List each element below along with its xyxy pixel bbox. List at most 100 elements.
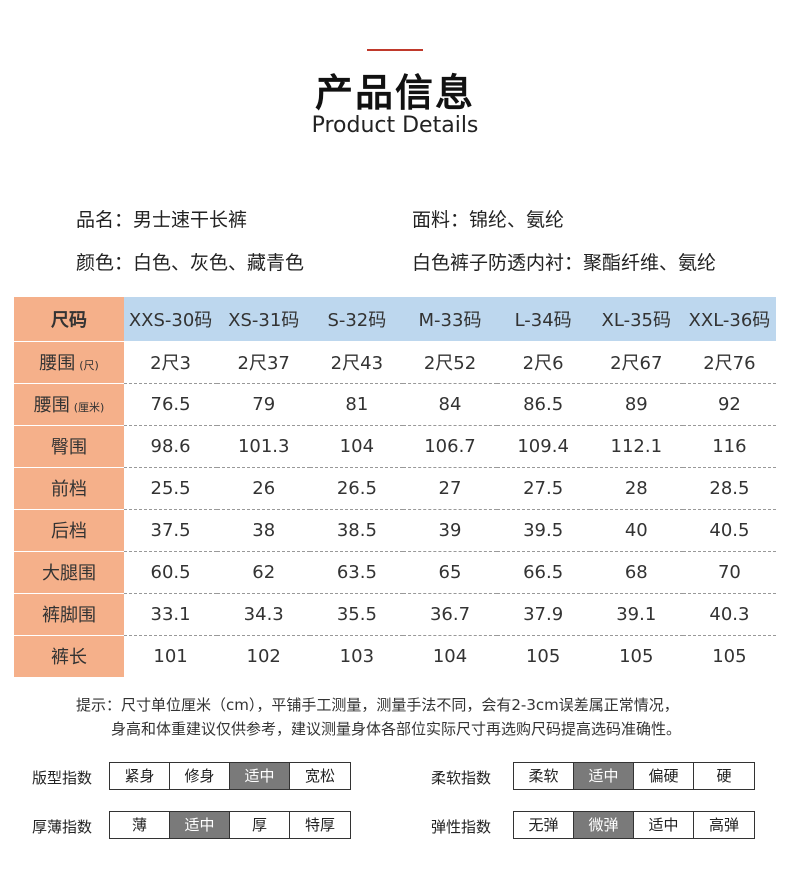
measurement-label: 大腿围 <box>42 563 96 584</box>
measurement-label: 腰围 <box>39 353 76 374</box>
measurement-value-cell: 62 <box>217 551 311 594</box>
measurement-unit: (尺) <box>79 359 99 372</box>
fit-index-label: 版型指数 <box>32 769 93 787</box>
measurement-value-cell: 39.1 <box>589 593 683 636</box>
measurement-value-cell: 101.3 <box>217 425 311 468</box>
measurement-value-cell: 105 <box>712 645 747 667</box>
measurement-label-cell: 大腿围 <box>14 551 124 594</box>
measurement-value-cell: 106.7 <box>403 425 497 468</box>
elasticity-option: 无弹 <box>514 812 574 838</box>
fit-option: 紧身 <box>110 763 170 789</box>
fit-index-group: 紧身 修身 适中 宽松 <box>109 762 351 790</box>
measurement-value-cell: 65 <box>403 551 497 594</box>
measurement-value-cell: 101 <box>153 645 188 667</box>
measurement-value-cell: 92 <box>682 383 776 426</box>
measurement-value-cell: 109.4 <box>496 425 590 468</box>
measurement-label-cell: 腰围 (尺) <box>14 341 124 384</box>
measurement-value-cell: 38.5 <box>310 509 404 552</box>
softness-index-label: 柔软指数 <box>431 769 492 787</box>
measurement-value-cell: 103 <box>339 645 375 667</box>
measurement-value-cell: 2尺6 <box>496 341 590 384</box>
measurement-label: 腰围 <box>33 395 70 416</box>
size-table: 尺码 XXS-30码 XS-31码 S-32码 M-33码 L-34码 XL-35码 XXL-… <box>14 297 776 677</box>
measurement-value-cell: 2尺3 <box>124 341 218 384</box>
softness-option: 柔软 <box>514 763 574 789</box>
page-title: 产品信息 <box>314 71 475 115</box>
measurement-value-cell: 104 <box>310 425 404 468</box>
size-table-row: 腰围 (尺) 2尺3 2尺37 2尺43 2尺52 2尺6 2尺67 2尺76 <box>14 341 776 384</box>
measurement-label: 臀围 <box>51 437 87 458</box>
measurement-value-cell: 105 <box>525 645 561 667</box>
tip-line-1: 提示：尺寸单位厘米（cm），平铺手工测量，测量手法不同，会有2-3cm误差属正常… <box>76 696 679 714</box>
measurement-label: 后档 <box>51 521 87 542</box>
measurement-value-cell: 34.3 <box>217 593 311 636</box>
measurement-value-cell: 26 <box>217 467 311 510</box>
elasticity-option: 适中 <box>634 812 694 838</box>
measurement-label-cell: 前档 <box>14 467 124 510</box>
elasticity-option: 高弹 <box>694 812 754 838</box>
measurement-value-cell: 25.5 <box>124 467 218 510</box>
softness-option: 硬 <box>694 763 754 789</box>
size-header-cell: M-33码 <box>403 297 497 341</box>
measurement-value-cell: 68 <box>589 551 683 594</box>
measurement-label-cell: 腰围 (厘米) <box>14 383 124 426</box>
measurement-value-cell: 105 <box>619 645 654 667</box>
measurement-unit: (厘米) <box>73 401 105 414</box>
measurement-value-cell: 39.5 <box>496 509 590 552</box>
thickness-option: 适中 <box>170 812 230 838</box>
measurement-value-cell: 84 <box>403 383 497 426</box>
softness-index-group: 柔软 适中 偏硬硬 <box>513 762 755 790</box>
elasticity-index-label: 弹性指数 <box>431 818 492 836</box>
thickness-index-group: 薄适中厚特厚 <box>109 811 351 839</box>
size-table-row: 腰围 (厘米) 76.5 79 81 84 86.5 89 92 <box>14 383 776 426</box>
measurement-label-cell: 后档 <box>14 509 124 552</box>
thickness-index-label: 厚薄指数 <box>32 818 93 836</box>
measurement-value-cell: 40.5 <box>682 509 776 552</box>
fit-option: 修身 <box>170 763 230 789</box>
measurement-value-cell: 37.5 <box>124 509 218 552</box>
product-colors: 颜色：白色、灰色、藏青色 <box>76 252 305 274</box>
title-accent-line <box>367 49 423 51</box>
measurement-value-cell: 35.5 <box>310 593 404 636</box>
measurement-value-cell: 36.7 <box>403 593 497 636</box>
measurement-value-cell: 40.3 <box>682 593 776 636</box>
measurement-label-cell: 裤长 <box>14 635 124 677</box>
measurement-value-cell: 33.1 <box>124 593 218 636</box>
size-header-cell: XXL-36码 <box>682 297 776 341</box>
measurement-value-cell: 40 <box>589 509 683 552</box>
measurement-value-cell: 98.6 <box>124 425 218 468</box>
measurement-value-cell: 63.5 <box>310 551 404 594</box>
measurement-value-cell: 37.9 <box>496 593 590 636</box>
size-header-cell: S-32码 <box>310 297 404 341</box>
measurement-value-cell: 28 <box>589 467 683 510</box>
measurement-value-cell: 112.1 <box>589 425 683 468</box>
measurement-value-cell: 2尺37 <box>217 341 311 384</box>
size-table-row: 大腿围 60.5 62 63.5 65 66.5 68 70 <box>14 551 776 594</box>
product-lining: 白色裤子防透内衬：聚酯纤维、氨纶 <box>412 252 717 274</box>
measurement-value-cell: 28.5 <box>682 467 776 510</box>
measurement-value-cell: 60.5 <box>124 551 218 594</box>
page-subtitle: Product Details <box>311 113 479 138</box>
measurement-value-cell: 104 <box>432 645 468 667</box>
thickness-option: 特厚 <box>290 812 350 838</box>
size-header-cell: L-34码 <box>496 297 590 341</box>
measurement-value-cell: 70 <box>682 551 776 594</box>
measurement-value-cell: 81 <box>310 383 404 426</box>
softness-option: 偏硬 <box>634 763 694 789</box>
measurement-value-cell: 79 <box>217 383 311 426</box>
measurement-label: 裤脚围 <box>42 605 96 626</box>
fit-option: 宽松 <box>290 763 350 789</box>
size-table-row: 裤长 101 102 103 104 105 105 105 <box>14 635 776 677</box>
measurement-label: 前档 <box>51 479 87 500</box>
elasticity-index-group: 无弹 微弹 适中 高弹 <box>513 811 755 839</box>
measurement-value-cell: 26.5 <box>310 467 404 510</box>
thickness-option: 厚 <box>230 812 290 838</box>
size-table-row: 后档 37.5 38 38.5 39 39.5 40 40.5 <box>14 509 776 552</box>
measurement-value-cell: 102 <box>246 645 281 667</box>
tip-line-2: 身高和体重建议仅供参考，建议测量身体各部位实际尺寸再选购尺码提高选码准确性。 <box>111 720 682 738</box>
measurement-value-cell: 76.5 <box>124 383 218 426</box>
size-table-row: 臀围 98.6 101.3 104 106.7 109.4 112.1 116 <box>14 425 776 468</box>
product-name: 品名：男士速干长裤 <box>76 209 248 231</box>
softness-option: 适中 <box>574 763 634 789</box>
measurement-value-cell: 116 <box>682 425 776 468</box>
